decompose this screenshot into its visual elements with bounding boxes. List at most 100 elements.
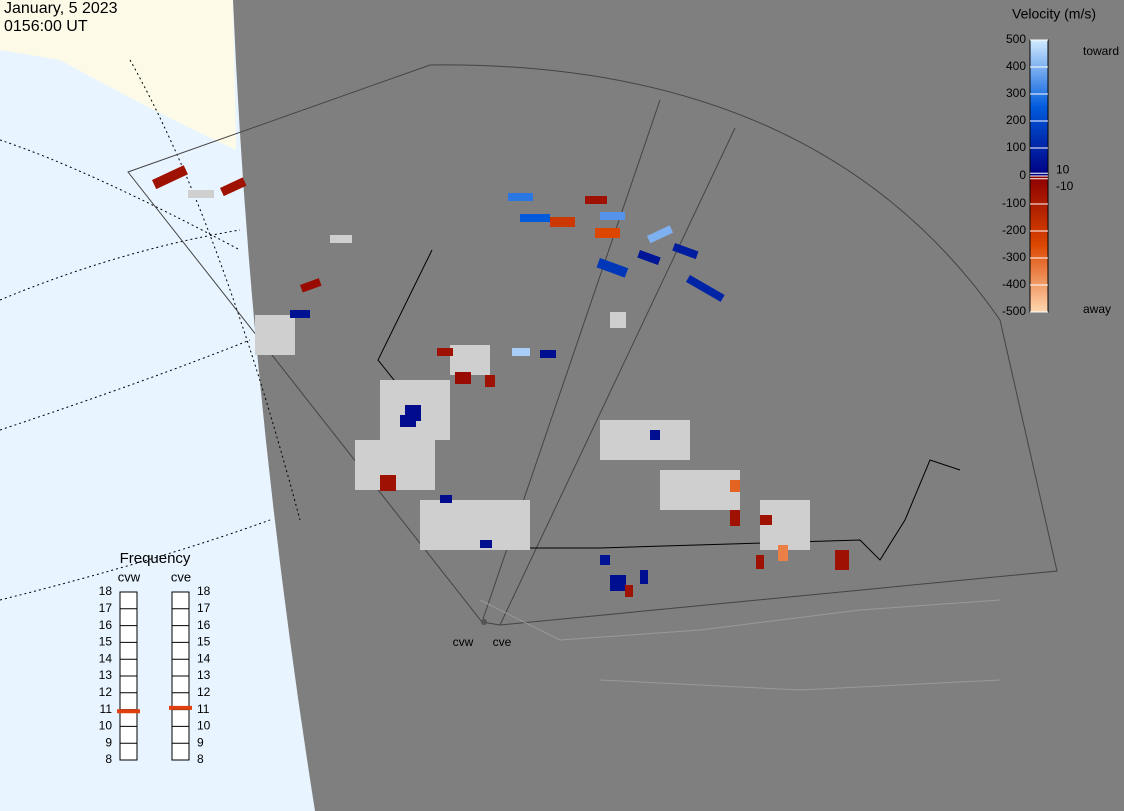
- radar-site-label: cve: [493, 635, 512, 649]
- colorbar-segment: [1030, 126, 1048, 130]
- colorbar-segment: [1030, 48, 1048, 52]
- colorbar-segment: [1030, 187, 1048, 191]
- colorbar-segment: [1030, 167, 1048, 171]
- colorbar-segment: [1030, 118, 1048, 122]
- velocity-cell: [600, 212, 625, 220]
- colorbar-segment: [1030, 164, 1048, 169]
- ground-scatter: [188, 190, 810, 550]
- velocity-cell: [637, 250, 661, 266]
- velocity-cell: [760, 515, 772, 525]
- colorbar-segment: [1030, 222, 1048, 227]
- colorbar-segment: [1030, 139, 1048, 144]
- colorbar-segment: [1030, 64, 1048, 68]
- velocity-cell: [600, 555, 610, 565]
- colorbar-segment: [1030, 249, 1048, 254]
- colorbar-segment: [1030, 42, 1048, 46]
- colorbar-segment: [1030, 306, 1048, 310]
- colorbar-segment: [1030, 142, 1048, 146]
- colorbar-segment: [1030, 184, 1048, 188]
- frequency-tick-label: 14: [197, 651, 211, 665]
- colorbar-segment: [1030, 298, 1048, 302]
- colorbar-segment: [1030, 61, 1048, 65]
- velocity-cell: [440, 495, 452, 503]
- state-lines: [479, 599, 1001, 691]
- colorbar-segment: [1030, 220, 1048, 224]
- velocity-cell: [650, 430, 660, 440]
- colorbar-segment: [1030, 285, 1048, 289]
- colorbar-segment: [1030, 156, 1048, 160]
- colorbar-segment: [1030, 244, 1048, 248]
- colorbar-segment: [1030, 192, 1048, 197]
- colorbar-segment: [1030, 137, 1048, 141]
- colorbar-segment: [1030, 107, 1048, 111]
- colorbar-segment: [1030, 85, 1048, 90]
- colorbar-segment: [1030, 206, 1048, 210]
- colorbar-segment: [1030, 80, 1048, 84]
- colorbar-title: Velocity (m/s): [1012, 6, 1096, 22]
- colorbar-segment: [1030, 178, 1048, 183]
- colorbar-segment: [1030, 145, 1048, 149]
- velocity-cell: [835, 550, 849, 570]
- colorbar-segment: [1030, 75, 1048, 79]
- colorbar-segment: [1030, 293, 1048, 297]
- colorbar-segment: [1030, 102, 1048, 106]
- colorbar-segment: [1030, 274, 1048, 278]
- velocity-cell: [437, 348, 453, 356]
- colorbar-segment: [1030, 214, 1048, 218]
- velocity-cell: [455, 372, 471, 384]
- colorbar-segment: [1030, 228, 1048, 232]
- colorbar-tick-label: -100: [1002, 196, 1026, 210]
- colorbar-segment: [1030, 40, 1048, 44]
- colorbar-tick-label: -400: [1002, 277, 1026, 291]
- colorbar-segment: [1030, 121, 1048, 125]
- colorbar-tick-label: 500: [1006, 32, 1026, 46]
- colorbar-segment: [1030, 159, 1048, 163]
- velocity-cell: [550, 217, 575, 227]
- frequency-tick-label: 9: [105, 735, 112, 749]
- velocity-cell: [219, 177, 247, 197]
- frequency-title: Frequency: [120, 550, 191, 567]
- radar-name: cve: [171, 569, 191, 584]
- colorbar-segment: [1030, 263, 1048, 267]
- velocity-cell: [610, 575, 626, 591]
- colorbar-segment: [1030, 309, 1048, 313]
- colorbar-segment: [1030, 287, 1048, 291]
- toward-label: toward: [1083, 44, 1119, 58]
- radar-name: cvw: [118, 569, 141, 584]
- velocity-cell: [756, 555, 764, 569]
- colorbar-segment: [1030, 67, 1048, 71]
- colorbar-segment: [1030, 110, 1048, 114]
- time: 0156:00 UT: [4, 18, 88, 35]
- colorbar-segment: [1030, 198, 1048, 202]
- colorbar-segment: [1030, 96, 1048, 100]
- frequency-tick-label: 13: [99, 668, 113, 682]
- colorbar-segment: [1030, 56, 1048, 60]
- velocity-cell: [485, 375, 495, 387]
- velocity-cell: [512, 348, 530, 356]
- colorbar-segment: [1030, 260, 1048, 264]
- colorbar-segment: [1030, 123, 1048, 127]
- velocity-cell: [380, 475, 396, 491]
- frequency-tick-label: 16: [197, 618, 211, 632]
- colorbar-segment: [1030, 271, 1048, 275]
- velocity-cell: [647, 225, 674, 244]
- colorbar-segment: [1030, 83, 1048, 87]
- fov-outline: [127, 64, 1058, 626]
- colorbar-tick-label: 400: [1006, 59, 1026, 73]
- colorbar-segment: [1030, 252, 1048, 256]
- colorbar-segment: [1030, 190, 1048, 194]
- colorbar-tick-label: 100: [1006, 140, 1026, 154]
- frequency-tick-label: 15: [99, 635, 113, 649]
- colorbar-tick-label: 10: [1056, 162, 1070, 176]
- colorbar-segment: [1030, 212, 1048, 216]
- velocity-cell: [540, 350, 556, 358]
- velocity-cell: [595, 228, 620, 238]
- colorbar-segment: [1030, 255, 1048, 259]
- colorbar-segment: [1030, 45, 1048, 49]
- velocity-cell: [778, 545, 788, 561]
- colorbar-tick-label: 300: [1006, 86, 1026, 100]
- frequency-tick-label: 8: [105, 752, 112, 766]
- velocity-cell: [300, 278, 322, 293]
- frequency-tick-label: 17: [197, 601, 211, 615]
